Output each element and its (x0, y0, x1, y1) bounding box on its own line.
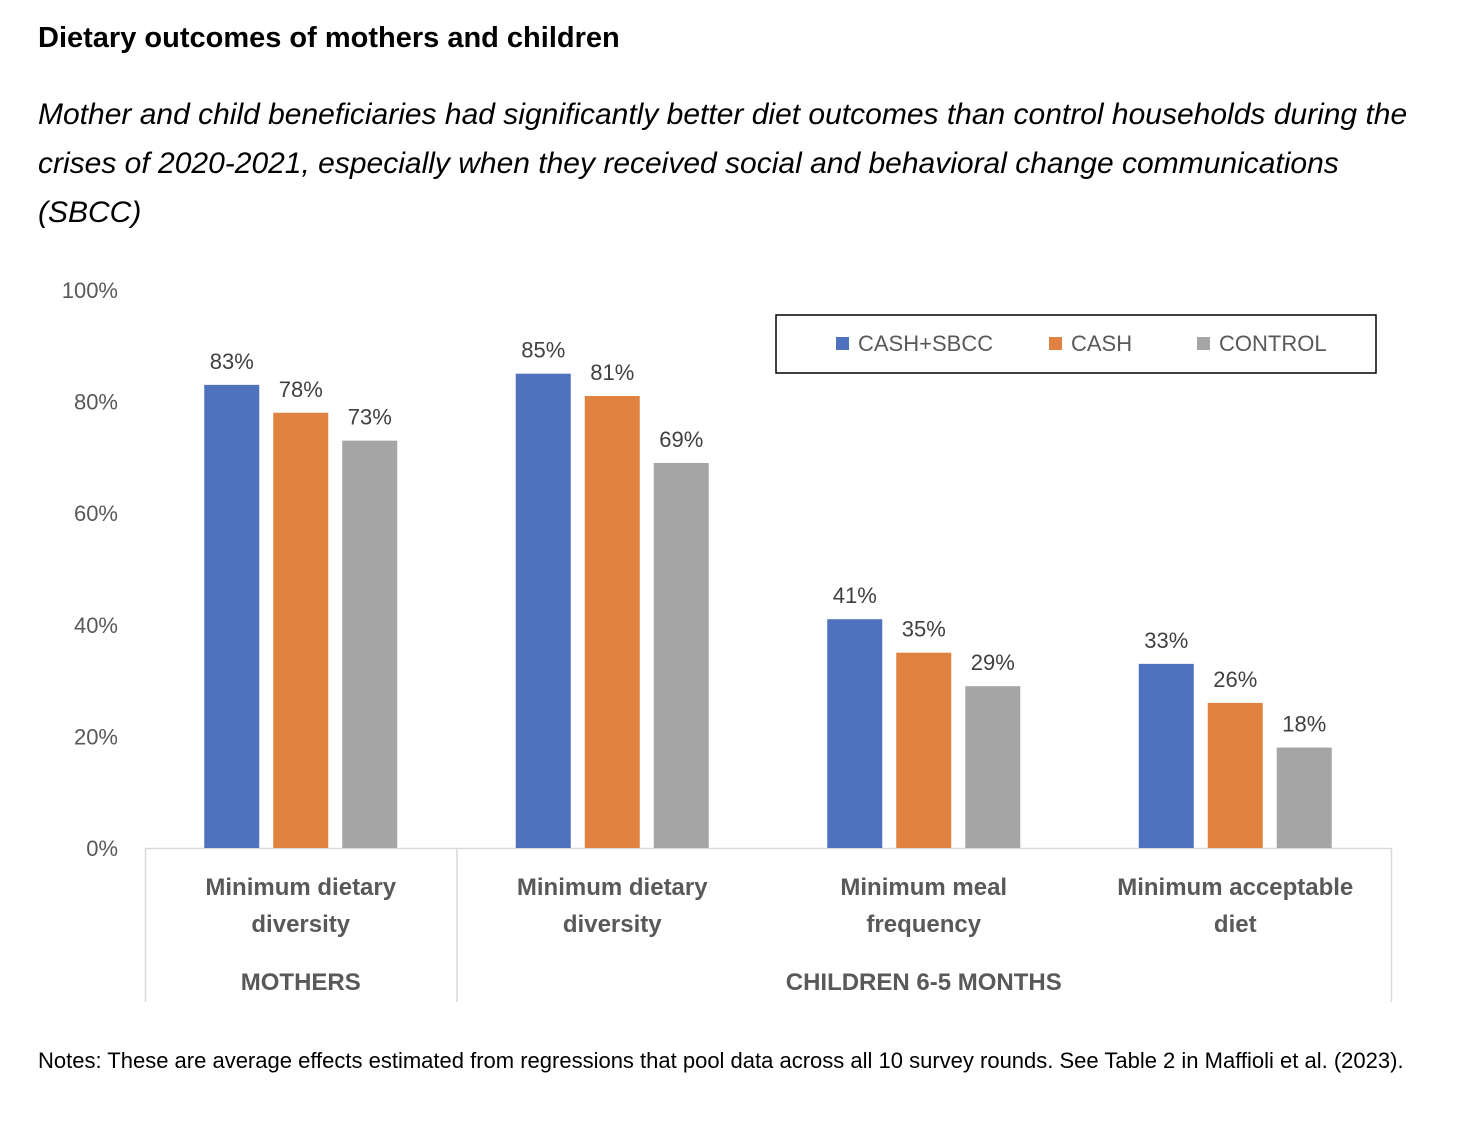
bar (273, 412, 329, 848)
group-label: CHILDREN 6-5 MONTHS (786, 969, 1062, 996)
legend-entry: CONTROL (1219, 331, 1327, 356)
chart-notes: Notes: These are average effects estimat… (38, 1048, 1404, 1073)
data-label: 26% (1213, 667, 1257, 692)
bar (515, 373, 571, 848)
y-tick-label: 40% (74, 613, 118, 638)
data-label: 73% (348, 405, 392, 430)
bar (896, 652, 952, 848)
bar (584, 396, 640, 848)
legend-entry: CASH (1071, 331, 1132, 356)
category-label: Minimum dietary (517, 874, 708, 901)
bar (827, 619, 883, 848)
legend-entry: CASH+SBCC (858, 331, 993, 356)
data-label: 33% (1144, 628, 1188, 653)
group-label: MOTHERS (241, 969, 361, 996)
bar (653, 462, 709, 848)
bar (1138, 663, 1194, 848)
legend-swatch (836, 337, 849, 350)
y-tick-label: 0% (86, 836, 118, 861)
legend-swatch (1049, 337, 1062, 350)
bar (965, 686, 1021, 848)
data-label: 69% (659, 427, 703, 452)
bar (1207, 702, 1263, 848)
data-label: 29% (971, 650, 1015, 675)
bar (342, 440, 398, 848)
data-label: 83% (210, 349, 254, 374)
chart-title: Dietary outcomes of mothers and children (38, 22, 620, 54)
legend-box (775, 314, 1377, 374)
data-label: 85% (521, 338, 565, 363)
y-tick-label: 80% (74, 390, 118, 415)
bar (204, 384, 260, 848)
y-tick-label: 20% (74, 724, 118, 749)
data-label: 81% (590, 360, 634, 385)
legend-swatch (1197, 337, 1210, 350)
category-label: Minimum meal (840, 874, 1007, 901)
bars-layer (204, 373, 1332, 848)
bar (1276, 747, 1332, 848)
y-tick-label: 100% (62, 278, 118, 303)
data-label: 18% (1282, 712, 1326, 737)
data-label: 41% (833, 583, 877, 608)
data-label: 35% (902, 617, 946, 642)
category-label: Minimum acceptable (1117, 874, 1353, 901)
labels-layer: 83% 85% 41% 33% 78% 81% 35% 26% 73% 69% 29% 18% (210, 338, 1327, 737)
category-label: Minimum dietary (205, 874, 396, 901)
category-label: diversity (251, 911, 350, 938)
category-label: diet (1214, 911, 1257, 938)
legend: CASH+SBCC CASH CONTROL (775, 314, 1377, 374)
y-tick-label: 60% (74, 501, 118, 526)
data-label: 78% (279, 377, 323, 402)
axis-layer: 0% 20% 40% 60% 80% 100% Minimum dietary diversi… (62, 278, 1393, 1002)
chart-subtitle: Mother and child beneficiaries had signi… (38, 98, 1408, 229)
category-label: diversity (563, 911, 662, 938)
category-label: frequency (866, 911, 981, 938)
